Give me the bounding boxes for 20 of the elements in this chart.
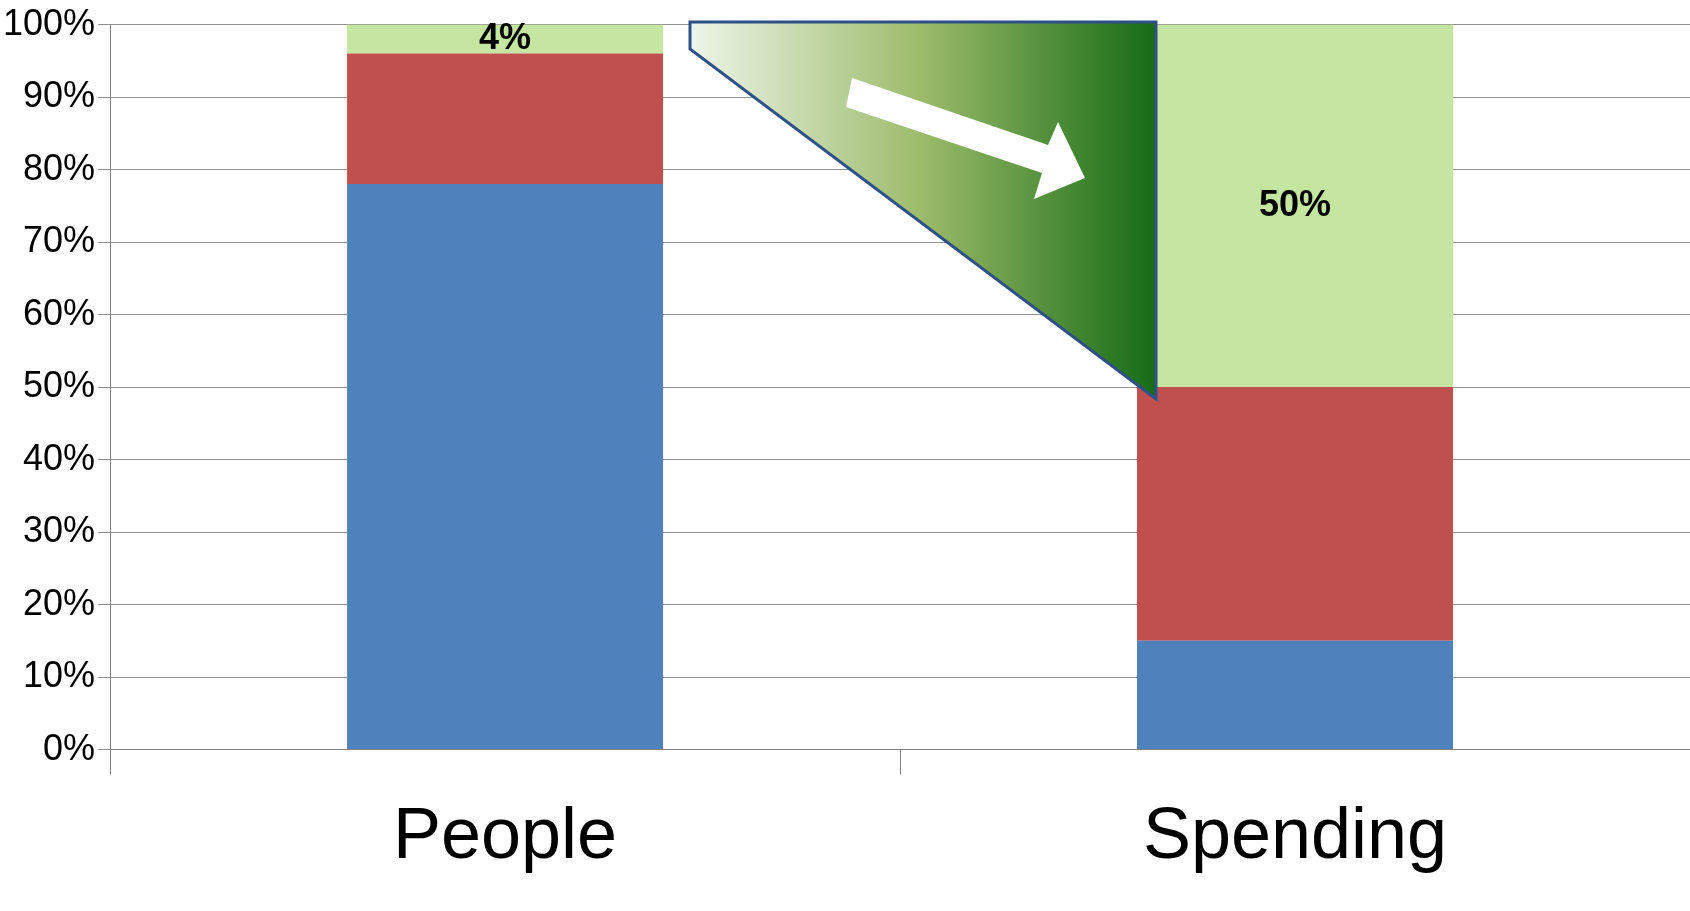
- y-tick-label: 100%: [3, 1, 96, 43]
- bar: [347, 53, 664, 185]
- data-label: 4%: [479, 16, 532, 58]
- x-tick-label: People: [392, 792, 618, 873]
- bar: [1137, 640, 1454, 750]
- bar: [1137, 387, 1454, 641]
- y-tick-label: 30%: [23, 509, 96, 551]
- y-tick-label: 70%: [23, 219, 96, 261]
- y-tick-label: 10%: [23, 654, 96, 696]
- y-tick-label: 90%: [23, 74, 96, 116]
- y-tick-label: 80%: [23, 146, 96, 188]
- y-tick-label: 40%: [23, 436, 96, 478]
- bar: [347, 24, 664, 54]
- y-tick-label: 60%: [23, 291, 96, 333]
- x-tick-label: Spending: [1142, 792, 1448, 873]
- y-tick-label: 50%: [23, 364, 96, 406]
- y-tick-label: 20%: [23, 581, 96, 623]
- data-label: 50%: [1258, 182, 1332, 224]
- bar: [347, 184, 664, 750]
- y-tick-label: 0%: [43, 726, 96, 768]
